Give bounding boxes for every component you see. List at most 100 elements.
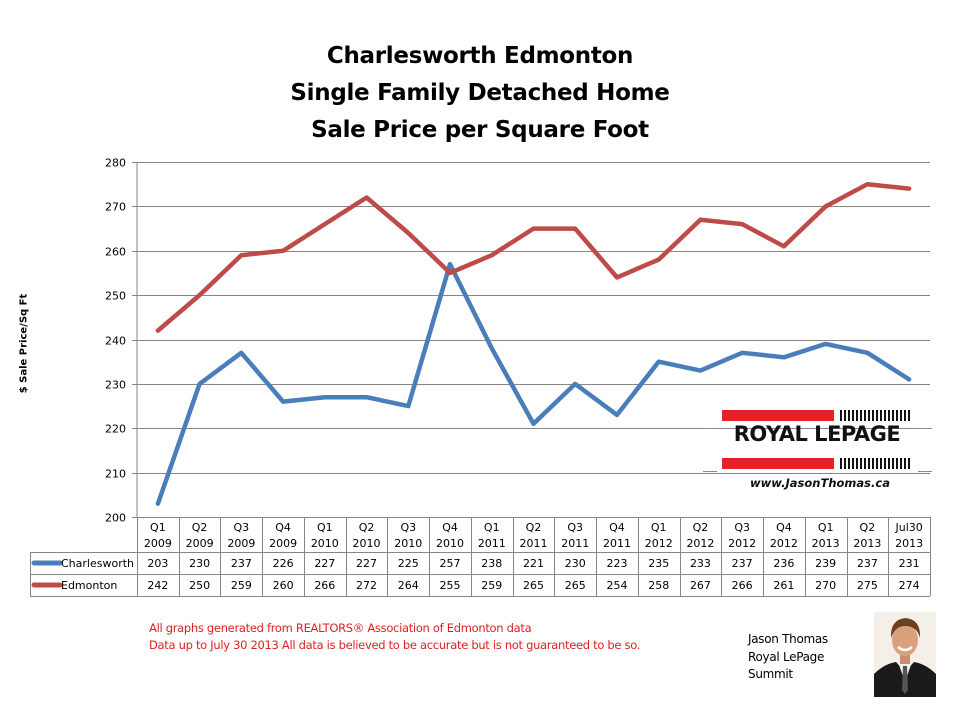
x-tick-label: Q2 — [526, 521, 542, 534]
x-tick-label: Q1 — [651, 521, 667, 534]
table-cell-value: 223 — [606, 557, 627, 570]
y-tick-label: 270 — [105, 201, 126, 214]
table-cell-value: 237 — [231, 557, 252, 570]
x-tick-label: Q4 — [776, 521, 792, 534]
table-cell-value: 275 — [857, 579, 878, 592]
x-tick-label: Q1 — [150, 521, 166, 534]
x-tick-label-year: 2009 — [186, 537, 214, 550]
table-cell-value: 231 — [899, 557, 920, 570]
table-cell-value: 257 — [440, 557, 461, 570]
y-axis-ticks: 200 210 220 230 240 250 260 270 280 — [105, 157, 126, 525]
table-cell-value: 265 — [523, 579, 544, 592]
table-cell-value: 266 — [732, 579, 753, 592]
table-cell-value: 260 — [273, 579, 294, 592]
table-cell-value: 238 — [481, 557, 502, 570]
x-tick-label-year: 2011 — [603, 537, 631, 550]
x-tick-label-year: 2011 — [478, 537, 506, 550]
x-tick-label: Q1 — [818, 521, 834, 534]
x-tick-label: Q2 — [860, 521, 876, 534]
table-cell-value: 258 — [648, 579, 669, 592]
x-tick-label: Q3 — [234, 521, 250, 534]
legend-label: Edmonton — [61, 579, 117, 592]
table-cell-value: 230 — [565, 557, 586, 570]
table-cell-value: 242 — [147, 579, 168, 592]
table-cell-value: 230 — [189, 557, 210, 570]
table-cell-value: 274 — [899, 579, 920, 592]
data-table: Q1 2009 Q2 2009 Q3 2009 Q4 2009 Q1 2010 Q2 2010 Q3 20… — [30, 517, 931, 597]
table-cell-value: 239 — [815, 557, 836, 570]
x-tick-label: Q1 — [484, 521, 500, 534]
logo-rule — [918, 428, 932, 429]
table-cell-value: 225 — [398, 557, 419, 570]
x-tick-label: Q4 — [609, 521, 625, 534]
table-cell-value: 227 — [356, 557, 377, 570]
data-source-note: All graphs generated from REALTORS® Asso… — [149, 620, 640, 654]
table-cell-value: 261 — [773, 579, 794, 592]
table-cell-value: 259 — [481, 579, 502, 592]
table-cell-value: 267 — [690, 579, 711, 592]
website-url: www.JasonThomas.ca — [750, 476, 890, 490]
logo-red-bar-top — [722, 410, 834, 421]
x-tick-label-year: 2011 — [561, 537, 589, 550]
x-tick-label: Q3 — [400, 521, 416, 534]
logo-stripes-bottom — [840, 458, 912, 469]
table-cell-value: 255 — [440, 579, 461, 592]
table-cell-value: 266 — [314, 579, 335, 592]
x-tick-label-year: 2011 — [520, 537, 548, 550]
x-tick-label: Q4 — [442, 521, 458, 534]
x-tick-label: Q2 — [359, 521, 375, 534]
table-cell-value: 264 — [398, 579, 419, 592]
x-tick-label-year: 2009 — [269, 537, 297, 550]
logo-rule — [918, 471, 932, 472]
table-cell-value: 227 — [314, 557, 335, 570]
y-tick-label: 280 — [105, 157, 126, 170]
table-cell-value: 272 — [356, 579, 377, 592]
agent-office: Summit — [748, 667, 793, 681]
y-tick-label: 240 — [105, 335, 126, 348]
x-tick-label-year: 2010 — [311, 537, 339, 550]
chart-title: Charlesworth Edmonton Single Family Deta… — [0, 38, 960, 149]
x-tick-label-year: 2010 — [436, 537, 464, 550]
table-cell-value: 203 — [147, 557, 168, 570]
y-tick-label: 250 — [105, 290, 126, 303]
x-tick-label-year: 2013 — [853, 537, 881, 550]
x-tick-label: Jul30 — [894, 521, 922, 534]
logo-rule — [703, 471, 717, 472]
x-tick-label-year: 2009 — [227, 537, 255, 550]
table-cell-value: 235 — [648, 557, 669, 570]
x-tick-label-year: 2012 — [645, 537, 673, 550]
logo-brand-text: ROYAL LEPAGE — [733, 422, 901, 446]
data-source-line-1: All graphs generated from REALTORS® Asso… — [149, 621, 532, 635]
y-tick-label: 210 — [105, 468, 126, 481]
x-tick-label-year: 2013 — [895, 537, 923, 550]
chart-title-line-2: Single Family Detached Home — [290, 80, 670, 106]
agent-photo — [874, 612, 936, 697]
y-tick-label: 230 — [105, 379, 126, 392]
table-cell-value: 221 — [523, 557, 544, 570]
y-tick-label: 220 — [105, 423, 126, 436]
x-tick-label: Q4 — [275, 521, 291, 534]
data-source-line-2: Data up to July 30 2013 All data is beli… — [149, 638, 641, 652]
table-cell-value: 265 — [565, 579, 586, 592]
x-tick-label-year: 2010 — [353, 537, 381, 550]
x-tick-label: Q1 — [317, 521, 333, 534]
table-cell-value: 226 — [273, 557, 294, 570]
x-tick-label: Q2 — [693, 521, 709, 534]
agent-info: Jason Thomas Royal LePage Summit — [748, 631, 828, 684]
x-tick-label: Q2 — [192, 521, 208, 534]
y-tick-label: 200 — [105, 512, 126, 525]
chart-title-line-1: Charlesworth Edmonton — [326, 43, 634, 69]
table-cell-value: 250 — [189, 579, 210, 592]
x-tick-label-year: 2012 — [728, 537, 756, 550]
x-tick-label-year: 2012 — [770, 537, 798, 550]
table-cell-value: 237 — [857, 557, 878, 570]
table-cell-value: 270 — [815, 579, 836, 592]
table-cell-value: 254 — [606, 579, 627, 592]
table-cell-value: 233 — [690, 557, 711, 570]
table-cell-value: 237 — [732, 557, 753, 570]
table-cell-value: 236 — [773, 557, 794, 570]
chart-title-line-3: Sale Price per Square Foot — [311, 117, 649, 143]
x-tick-label-year: 2012 — [686, 537, 714, 550]
x-tick-label-year: 2013 — [812, 537, 840, 550]
